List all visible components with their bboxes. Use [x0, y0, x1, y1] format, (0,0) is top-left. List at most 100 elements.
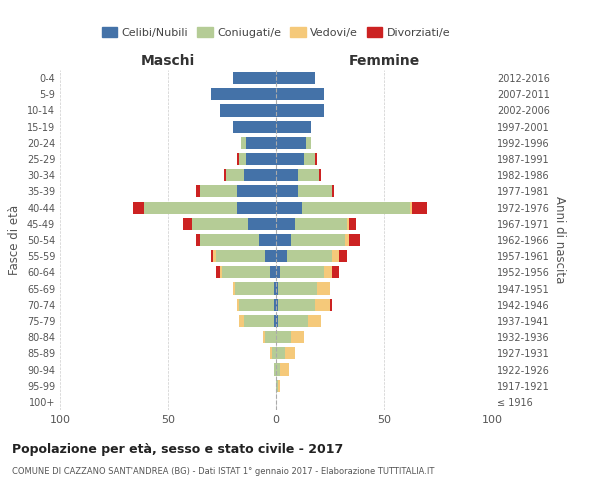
Bar	[276, 250, 287, 262]
Bar	[274, 315, 276, 327]
Bar	[276, 88, 323, 101]
Bar	[233, 72, 276, 84]
Y-axis label: Fasce di età: Fasce di età	[8, 205, 21, 275]
Bar	[244, 169, 276, 181]
Text: Maschi: Maschi	[141, 54, 195, 68]
Bar	[265, 250, 276, 262]
Bar	[274, 364, 276, 376]
Bar	[349, 234, 360, 246]
Bar	[276, 266, 280, 278]
Bar	[306, 137, 311, 149]
Bar	[239, 153, 246, 165]
Bar	[278, 282, 317, 294]
Bar	[220, 104, 276, 117]
Bar	[317, 282, 330, 294]
Bar	[295, 218, 347, 230]
Text: COMUNE DI CAZZANO SANT'ANDREA (BG) - Dati ISTAT 1° gennaio 2017 - Elaborazione T: COMUNE DI CAZZANO SANT'ANDREA (BG) - Dat…	[12, 468, 434, 476]
Bar	[298, 186, 332, 198]
Bar	[144, 202, 237, 213]
Bar	[304, 153, 315, 165]
Bar	[224, 169, 226, 181]
Bar	[338, 250, 347, 262]
Bar	[215, 266, 220, 278]
Bar	[237, 153, 239, 165]
Bar	[308, 315, 322, 327]
Bar	[211, 250, 214, 262]
Bar	[263, 331, 265, 343]
Bar	[298, 169, 319, 181]
Bar	[246, 137, 276, 149]
Bar	[278, 298, 315, 311]
Bar	[237, 298, 239, 311]
Bar	[276, 169, 298, 181]
Bar	[412, 202, 427, 213]
Bar	[214, 250, 215, 262]
Y-axis label: Anni di nascita: Anni di nascita	[553, 196, 566, 284]
Bar	[244, 315, 274, 327]
Bar	[259, 234, 276, 246]
Bar	[220, 266, 222, 278]
Text: Popolazione per età, sesso e stato civile - 2017: Popolazione per età, sesso e stato civil…	[12, 442, 343, 456]
Bar	[276, 72, 315, 84]
Bar	[332, 266, 338, 278]
Bar	[276, 202, 302, 213]
Bar	[347, 218, 349, 230]
Bar	[239, 298, 274, 311]
Text: Femmine: Femmine	[349, 54, 419, 68]
Bar	[183, 218, 192, 230]
Bar	[323, 266, 332, 278]
Bar	[276, 331, 291, 343]
Bar	[332, 250, 338, 262]
Bar	[291, 234, 345, 246]
Bar	[239, 315, 244, 327]
Bar	[237, 202, 276, 213]
Bar	[276, 348, 284, 360]
Bar	[276, 364, 280, 376]
Bar	[196, 186, 200, 198]
Bar	[276, 218, 295, 230]
Bar	[226, 169, 244, 181]
Bar	[302, 202, 410, 213]
Bar	[276, 234, 291, 246]
Bar	[276, 104, 323, 117]
Bar	[315, 298, 330, 311]
Bar	[349, 218, 356, 230]
Bar	[265, 331, 276, 343]
Bar	[332, 186, 334, 198]
Bar	[200, 234, 259, 246]
Bar	[233, 282, 235, 294]
Bar	[269, 348, 272, 360]
Bar	[274, 282, 276, 294]
Bar	[280, 364, 289, 376]
Bar	[233, 120, 276, 132]
Bar	[215, 250, 265, 262]
Bar	[241, 137, 246, 149]
Bar	[276, 380, 278, 392]
Bar	[284, 348, 295, 360]
Bar	[345, 234, 349, 246]
Bar	[200, 186, 237, 198]
Bar	[276, 153, 304, 165]
Bar	[237, 186, 276, 198]
Bar	[192, 218, 248, 230]
Bar	[278, 380, 280, 392]
Bar	[274, 298, 276, 311]
Bar	[269, 266, 276, 278]
Bar	[276, 315, 278, 327]
Bar	[133, 202, 144, 213]
Bar	[287, 250, 332, 262]
Bar	[276, 298, 278, 311]
Bar	[222, 266, 269, 278]
Bar	[276, 137, 306, 149]
Bar	[319, 169, 322, 181]
Bar	[235, 282, 274, 294]
Bar	[246, 153, 276, 165]
Bar	[291, 331, 304, 343]
Bar	[211, 88, 276, 101]
Bar	[278, 315, 308, 327]
Bar	[248, 218, 276, 230]
Bar	[196, 234, 200, 246]
Bar	[410, 202, 412, 213]
Bar	[280, 266, 323, 278]
Bar	[272, 348, 276, 360]
